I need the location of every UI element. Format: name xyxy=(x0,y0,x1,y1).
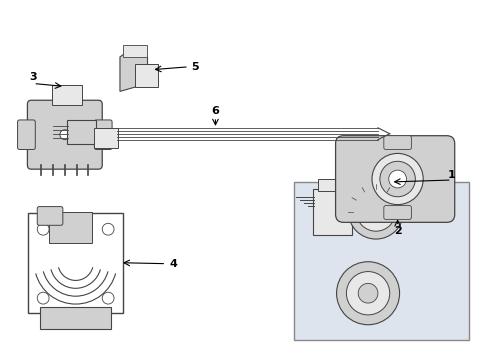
FancyBboxPatch shape xyxy=(294,182,469,339)
Circle shape xyxy=(372,153,423,204)
FancyBboxPatch shape xyxy=(18,120,35,149)
FancyBboxPatch shape xyxy=(27,100,102,169)
Polygon shape xyxy=(120,50,147,91)
FancyBboxPatch shape xyxy=(318,179,340,191)
FancyBboxPatch shape xyxy=(384,136,412,149)
FancyBboxPatch shape xyxy=(95,120,112,149)
Text: 6: 6 xyxy=(212,106,220,116)
FancyBboxPatch shape xyxy=(67,120,97,144)
FancyBboxPatch shape xyxy=(95,128,118,148)
Circle shape xyxy=(356,192,395,231)
Circle shape xyxy=(366,202,386,221)
FancyBboxPatch shape xyxy=(135,64,158,87)
FancyBboxPatch shape xyxy=(336,136,455,222)
FancyBboxPatch shape xyxy=(49,212,93,243)
Text: 1: 1 xyxy=(448,170,456,180)
FancyBboxPatch shape xyxy=(28,213,123,313)
FancyBboxPatch shape xyxy=(123,45,147,57)
Circle shape xyxy=(389,170,407,188)
Circle shape xyxy=(358,283,378,303)
Circle shape xyxy=(380,161,416,197)
FancyBboxPatch shape xyxy=(52,85,81,105)
Circle shape xyxy=(102,223,114,235)
Text: 2: 2 xyxy=(394,226,401,236)
Text: 5: 5 xyxy=(191,62,198,72)
Circle shape xyxy=(337,262,399,325)
Circle shape xyxy=(60,130,70,140)
Circle shape xyxy=(348,184,404,239)
FancyBboxPatch shape xyxy=(313,189,352,235)
Circle shape xyxy=(346,271,390,315)
FancyBboxPatch shape xyxy=(40,307,111,329)
Circle shape xyxy=(102,292,114,304)
Circle shape xyxy=(37,292,49,304)
Text: 3: 3 xyxy=(29,72,37,82)
FancyBboxPatch shape xyxy=(37,207,63,225)
Circle shape xyxy=(37,223,49,235)
Text: 4: 4 xyxy=(169,259,177,269)
FancyBboxPatch shape xyxy=(384,206,412,219)
